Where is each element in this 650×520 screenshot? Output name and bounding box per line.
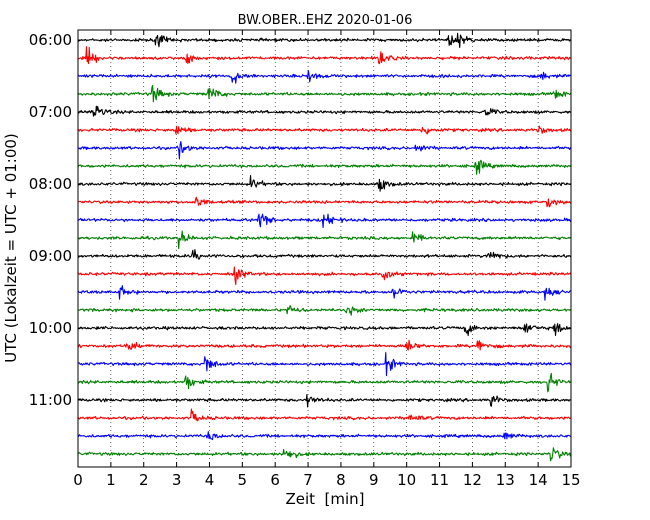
trace-row-0930 [77, 285, 572, 301]
trace-row-0830 [77, 213, 572, 229]
x-tick-label-1: 1 [106, 471, 116, 489]
trace-row-1030 [77, 352, 572, 377]
trace-row-0730 [77, 141, 572, 160]
x-tick-label-10: 10 [397, 471, 416, 489]
trace-row-0715 [78, 125, 572, 135]
y-tick-label-4: 10:00 [29, 319, 72, 337]
x-tick-label-9: 9 [369, 471, 379, 489]
x-tick-label-14: 14 [529, 471, 548, 489]
x-axis-ticks: 0 1 2 3 4 5 6 7 8 9 10 11 12 13 14 15 [73, 30, 581, 489]
y-axis-ticks: 06:00 07:00 08:00 09:00 10:00 11:00 [29, 31, 571, 409]
trace-row-1045 [77, 372, 572, 393]
trace-row-0645 [77, 84, 572, 103]
x-tick-label-0: 0 [73, 471, 83, 489]
x-tick-label-15: 15 [561, 471, 580, 489]
x-tick-label-13: 13 [496, 471, 515, 489]
trace-layer [77, 32, 572, 462]
trace-row-1000 [77, 323, 572, 337]
trace-row-1015 [77, 339, 572, 351]
trace-row-0700 [77, 105, 572, 117]
y-axis-label: UTC (Lokalzeit = UTC + 01:00) [2, 133, 20, 363]
x-tick-label-11: 11 [430, 471, 449, 489]
trace-row-0745 [77, 159, 572, 175]
y-tick-label-5: 11:00 [29, 391, 72, 409]
plot-border [77, 29, 572, 468]
trace-row-0845 [77, 230, 572, 250]
x-tick-label-4: 4 [205, 471, 215, 489]
trace-row-1130 [77, 431, 572, 441]
trace-row-0615 [77, 46, 572, 65]
trace-row-1100 [77, 393, 572, 408]
trace-row-0600 [77, 32, 572, 48]
trace-row-0800 [77, 175, 572, 192]
minute-grid [110, 30, 539, 467]
y-tick-label-1: 07:00 [29, 103, 72, 121]
trace-row-1145 [77, 447, 572, 462]
x-tick-label-2: 2 [139, 471, 149, 489]
y-tick-label-2: 08:00 [29, 175, 72, 193]
trace-row-0900 [77, 249, 572, 260]
x-tick-label-8: 8 [336, 471, 346, 489]
y-tick-label-3: 09:00 [29, 247, 72, 265]
x-axis-label: Zeit [min] [285, 490, 364, 508]
chart-title: BW.OBER..EHZ 2020-01-06 [238, 13, 413, 28]
x-tick-label-5: 5 [238, 471, 248, 489]
trace-row-0915 [77, 266, 572, 286]
x-tick-label-12: 12 [463, 471, 482, 489]
x-tick-label-7: 7 [303, 471, 313, 489]
x-tick-label-6: 6 [270, 471, 280, 489]
y-tick-label-0: 06:00 [29, 31, 72, 49]
x-tick-label-3: 3 [172, 471, 182, 489]
trace-row-0945 [77, 305, 572, 316]
trace-row-0815 [77, 196, 572, 208]
plot-frame [78, 30, 571, 467]
trace-row-1115 [77, 408, 572, 422]
trace-row-0630 [77, 69, 572, 84]
